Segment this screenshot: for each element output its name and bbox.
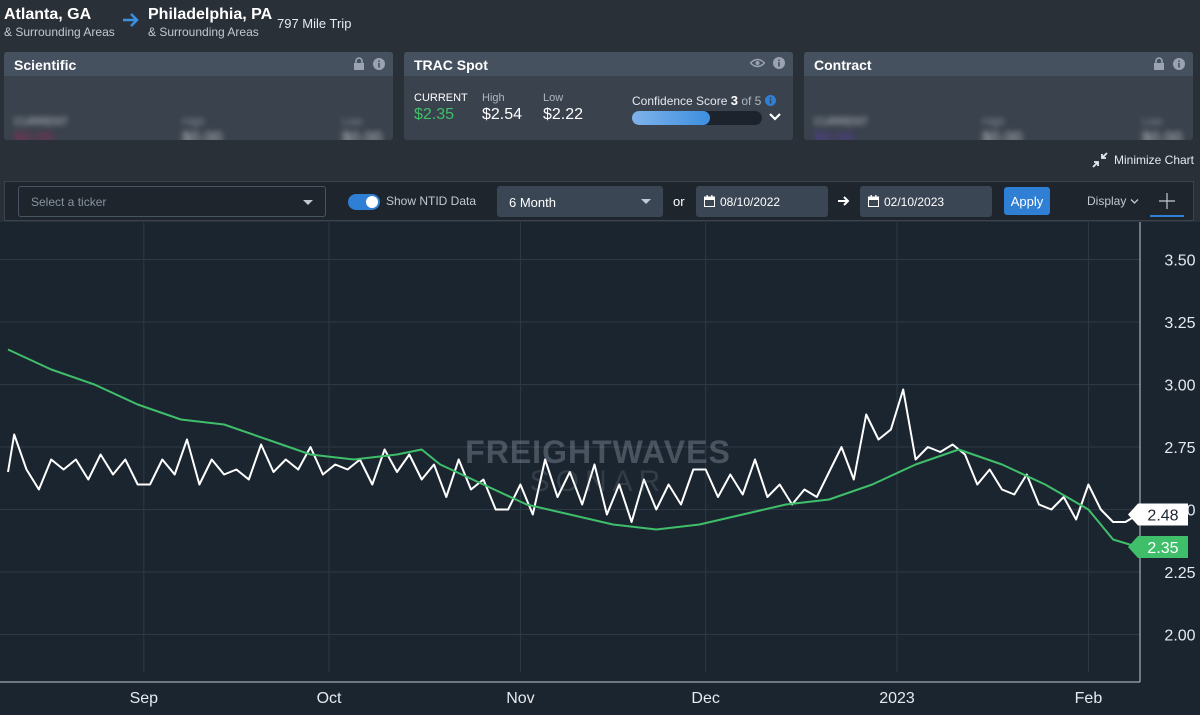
trac-current-label: CURRENT bbox=[414, 92, 468, 104]
price-chart[interactable]: SepOctNovDec2023Feb2.002.252.502.753.003… bbox=[0, 222, 1200, 715]
trac-spot-title: TRAC Spot bbox=[414, 57, 488, 73]
trac-high: High $2.54 bbox=[482, 92, 522, 124]
last-value-badge bbox=[1128, 536, 1188, 558]
minimize-label: Minimize Chart bbox=[1113, 153, 1194, 167]
end-date-input[interactable]: 02/10/2023 bbox=[860, 186, 992, 217]
contract-header: Contract bbox=[804, 52, 1193, 76]
trac-high-label: High bbox=[482, 92, 505, 104]
y-tick-label: 3.25 bbox=[1164, 315, 1195, 332]
end-date-value: 02/10/2023 bbox=[884, 195, 945, 209]
contract-low: Low $0.00 bbox=[1142, 116, 1183, 140]
y-tick-label: 3.00 bbox=[1164, 378, 1195, 395]
x-tick-label: 2023 bbox=[879, 690, 915, 707]
crosshair-icon bbox=[1159, 193, 1175, 209]
trac-current-value: $2.35 bbox=[414, 106, 455, 123]
last-value-label: 2.35 bbox=[1147, 540, 1178, 557]
info-icon[interactable] bbox=[373, 57, 385, 70]
period-select[interactable]: 6 Month bbox=[497, 186, 663, 217]
contract-current: CURRENT $0.00 bbox=[814, 116, 868, 140]
route-header: Atlanta, GA & Surrounding Areas Philadel… bbox=[0, 0, 1200, 46]
x-tick-label: Nov bbox=[506, 690, 534, 707]
destination-name: Philadelphia, PA bbox=[148, 6, 273, 23]
confidence-label: Confidence Score bbox=[632, 94, 728, 108]
display-label: Display bbox=[1087, 194, 1127, 208]
crosshair-tool[interactable] bbox=[1150, 187, 1184, 217]
chevron-down-icon[interactable] bbox=[768, 110, 782, 124]
caret-down-icon bbox=[303, 200, 313, 205]
x-tick-label: Dec bbox=[691, 690, 719, 707]
minimize-chart-button[interactable]: Minimize Chart bbox=[1092, 152, 1194, 168]
y-tick-label: 2.00 bbox=[1164, 628, 1195, 645]
ntid-toggle-label: Show NTID Data bbox=[386, 194, 477, 208]
confidence-bar-fill bbox=[632, 111, 710, 125]
trac-current: CURRENT $2.35 bbox=[414, 92, 468, 124]
trac-low-label: Low bbox=[543, 92, 564, 104]
contract-card: Contract CURRENT $0.00 High $0.00 Low $0… bbox=[804, 52, 1193, 140]
scientific-low: Low $0.00 bbox=[342, 116, 383, 140]
origin-city: Atlanta, GA & Surrounding Areas bbox=[4, 6, 115, 39]
y-tick-label: 2.25 bbox=[1164, 565, 1195, 582]
last-value-label: 2.48 bbox=[1147, 508, 1178, 525]
eye-icon[interactable] bbox=[750, 58, 765, 68]
lock-icon bbox=[354, 57, 364, 70]
period-value: 6 Month bbox=[509, 195, 556, 210]
trip-distance: 797 Mile Trip bbox=[277, 16, 352, 31]
confidence-value: 3 bbox=[730, 93, 738, 108]
minimize-icon bbox=[1092, 152, 1108, 168]
display-menu[interactable]: Display bbox=[1087, 194, 1139, 208]
trac-low: Low $2.22 bbox=[543, 92, 583, 124]
toggle-knob bbox=[366, 196, 378, 208]
arrow-right-icon bbox=[123, 13, 139, 27]
y-tick-label: 2.75 bbox=[1164, 440, 1195, 457]
trac-high-value: $2.54 bbox=[482, 106, 523, 123]
destination-sub: & Surrounding Areas bbox=[148, 25, 259, 39]
chevron-down-icon bbox=[1130, 199, 1139, 204]
x-tick-label: Sep bbox=[130, 690, 159, 707]
ticker-placeholder: Select a ticker bbox=[31, 195, 107, 209]
start-date-input[interactable]: 08/10/2022 bbox=[696, 186, 828, 217]
origin-name: Atlanta, GA bbox=[4, 6, 92, 23]
or-label: or bbox=[673, 194, 685, 209]
info-icon[interactable] bbox=[764, 95, 776, 106]
trac-spot-card: TRAC Spot CURRENT $2.35 High $2.54 Low $… bbox=[404, 52, 793, 140]
x-tick-label: Oct bbox=[317, 690, 342, 707]
info-icon[interactable] bbox=[1173, 57, 1185, 70]
calendar-icon bbox=[704, 195, 715, 207]
ticker-select[interactable]: Select a ticker bbox=[18, 186, 326, 217]
confidence-score: Confidence Score 3 of 5 bbox=[632, 93, 776, 108]
chart-canvas[interactable]: SepOctNovDec2023Feb2.002.252.502.753.003… bbox=[0, 222, 1200, 715]
last-value-badge bbox=[1128, 503, 1188, 526]
destination-city: Philadelphia, PA & Surrounding Areas bbox=[148, 6, 272, 39]
contract-high: High $0.00 bbox=[982, 116, 1023, 140]
ntid-toggle[interactable] bbox=[348, 194, 380, 210]
scientific-high: High $0.00 bbox=[182, 116, 223, 140]
x-tick-label: Feb bbox=[1075, 690, 1103, 707]
origin-sub: & Surrounding Areas bbox=[4, 25, 115, 39]
scientific-current: CURRENT $0.00 bbox=[14, 116, 68, 140]
info-icon[interactable] bbox=[773, 57, 785, 69]
series-line bbox=[7, 388, 1139, 523]
scientific-title: Scientific bbox=[14, 57, 77, 73]
series-line bbox=[7, 348, 1139, 548]
y-tick-label: 3.50 bbox=[1164, 253, 1195, 270]
scientific-header: Scientific bbox=[4, 52, 393, 76]
confidence-of: of 5 bbox=[741, 94, 762, 108]
apply-button[interactable]: Apply bbox=[1004, 187, 1050, 215]
chart-toolbar: Select a ticker Show NTID Data 6 Month o… bbox=[4, 181, 1194, 221]
contract-title: Contract bbox=[814, 57, 872, 73]
trac-spot-header: TRAC Spot bbox=[404, 52, 793, 76]
scientific-card: Scientific CURRENT $0.00 High $0.00 Low … bbox=[4, 52, 393, 140]
caret-down-icon bbox=[641, 199, 651, 204]
confidence-bar bbox=[632, 111, 762, 125]
lock-icon bbox=[1154, 57, 1164, 70]
calendar-icon bbox=[868, 195, 879, 207]
start-date-value: 08/10/2022 bbox=[720, 195, 781, 209]
arrow-right-icon bbox=[838, 196, 850, 206]
trac-low-value: $2.22 bbox=[543, 106, 584, 123]
